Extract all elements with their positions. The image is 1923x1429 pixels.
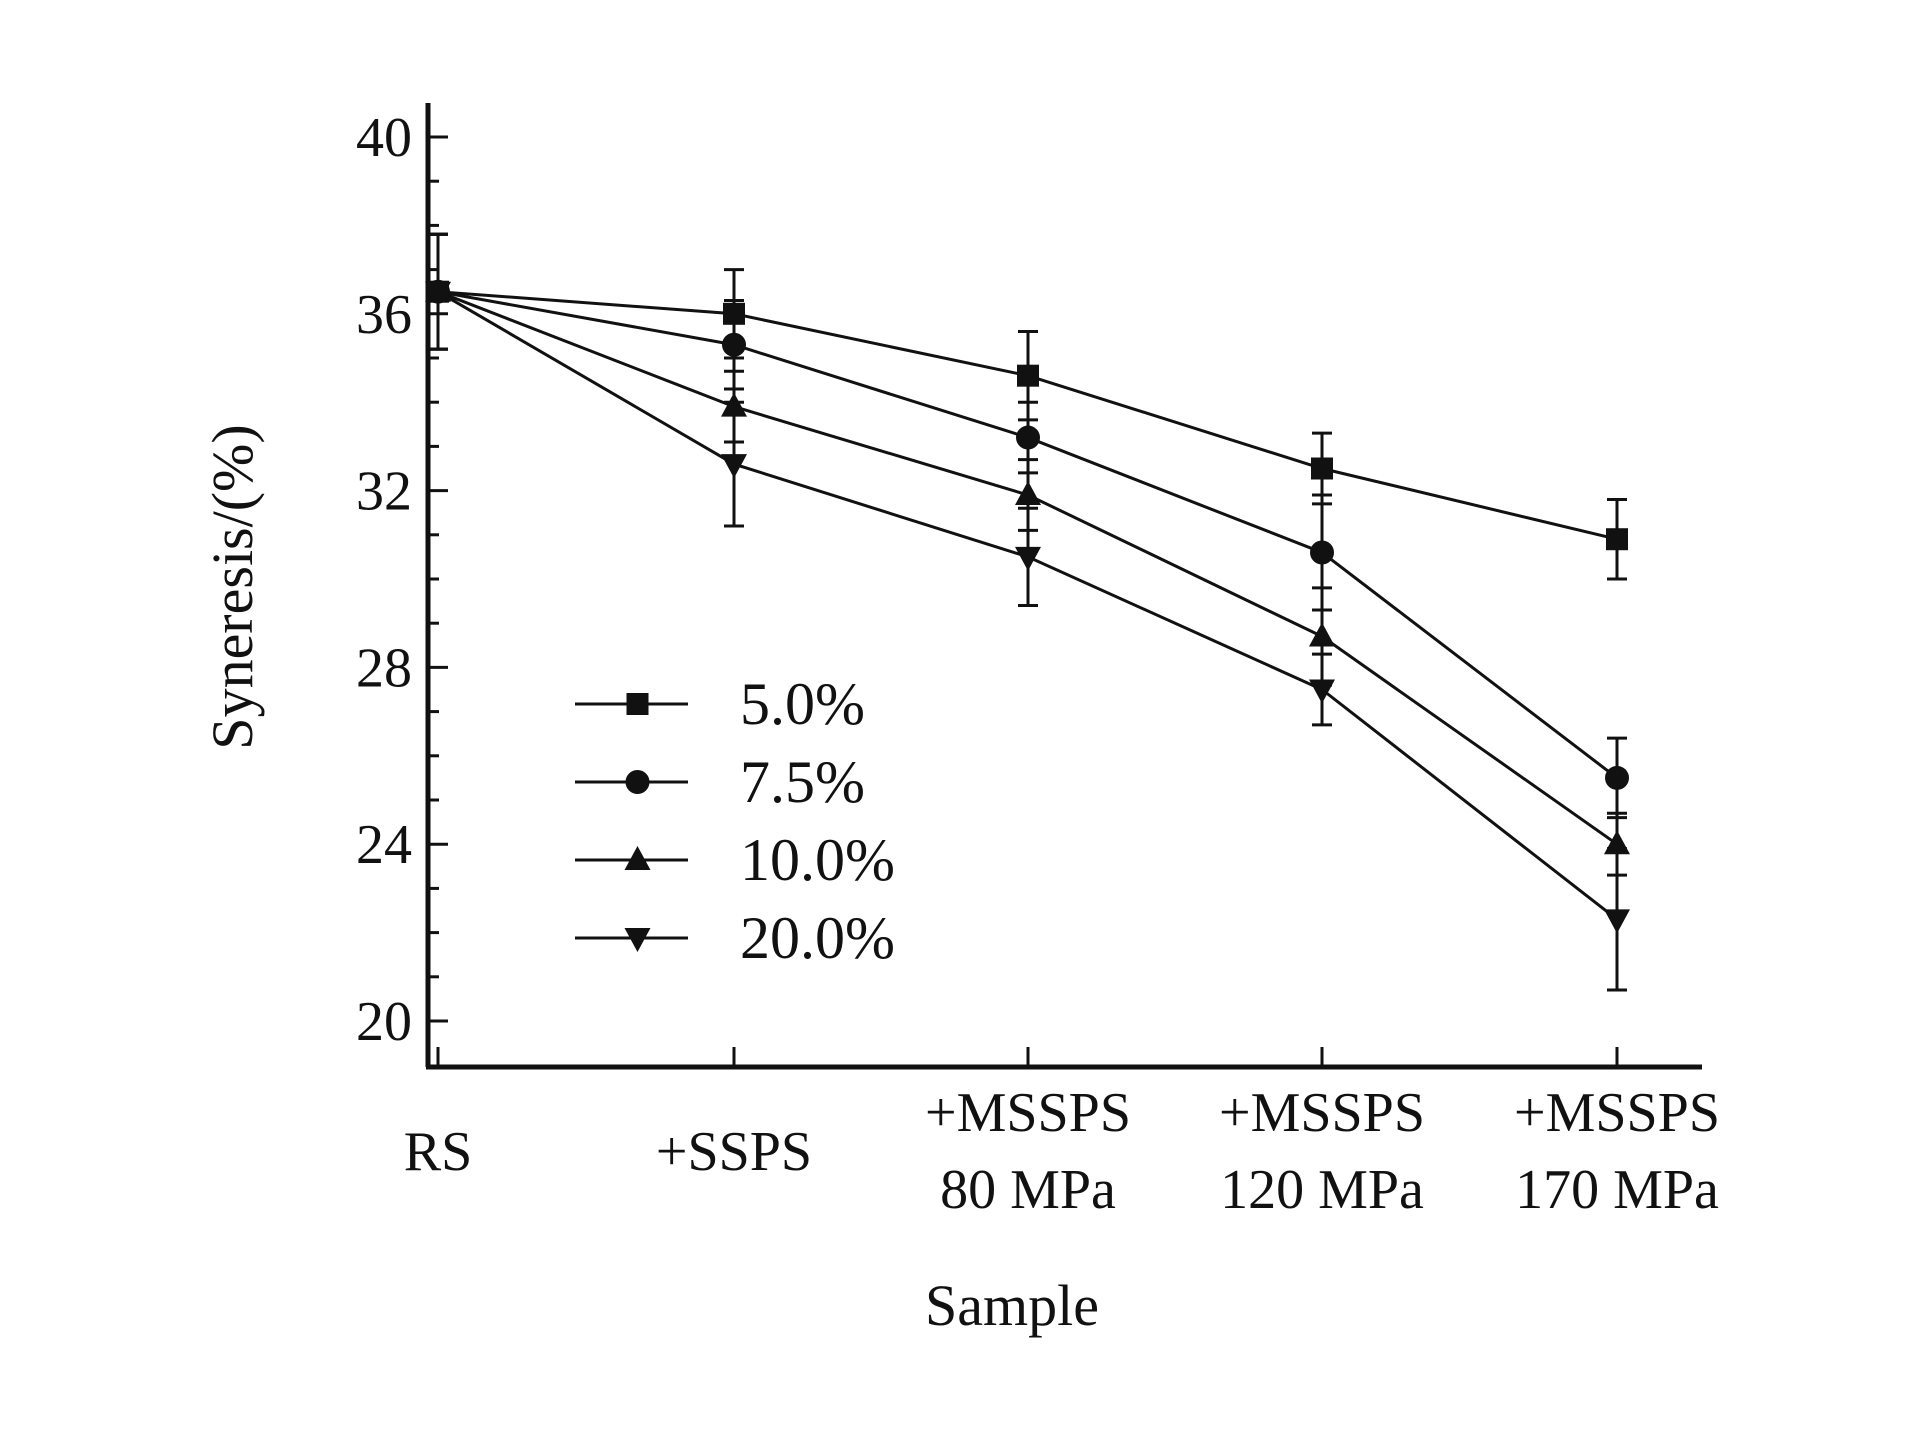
y-axis-title: Syneresis/(%) bbox=[200, 424, 265, 749]
legend-marker bbox=[626, 693, 649, 715]
data-point bbox=[1309, 679, 1335, 704]
x-tick-label-line: 80 MPa bbox=[940, 1159, 1116, 1221]
legend-label: 7.5% bbox=[740, 749, 865, 815]
x-tick-label-line: RS bbox=[404, 1121, 473, 1183]
tick-labels: 20 24 28 32 36 40 RS +SSPS +MSSPS 80 MPa +MSSPS 120… bbox=[356, 107, 1720, 1221]
series-group bbox=[425, 232, 1630, 992]
data-point bbox=[721, 454, 747, 479]
x-tick-label: RS bbox=[404, 1121, 473, 1183]
x-tick-label-line: +SSPS bbox=[656, 1121, 812, 1183]
data-point bbox=[722, 332, 746, 357]
series-200 bbox=[425, 232, 1630, 992]
legend-entry: 5.0% bbox=[575, 671, 865, 737]
x-axis-title: Sample bbox=[925, 1273, 1099, 1338]
axes bbox=[425, 103, 1702, 1070]
legend-label: 20.0% bbox=[740, 905, 895, 971]
data-point bbox=[1309, 622, 1335, 647]
legend-marker bbox=[625, 770, 650, 794]
data-point bbox=[1311, 457, 1333, 480]
legend-marker bbox=[624, 846, 651, 870]
legend: 5.0% 7.5% 10.0% 20.0% bbox=[575, 671, 895, 971]
y-tick-label: 36 bbox=[356, 284, 412, 346]
x-tick-label-line: +MSSPS bbox=[1219, 1082, 1425, 1144]
data-point bbox=[1015, 546, 1041, 571]
data-point bbox=[1015, 481, 1041, 506]
x-tick-label: +MSSPS 80 MPa bbox=[925, 1082, 1131, 1221]
legend-entry: 7.5% bbox=[575, 749, 865, 815]
data-point bbox=[1016, 425, 1040, 450]
y-tick-label: 32 bbox=[356, 461, 412, 523]
data-point bbox=[1310, 540, 1334, 565]
x-tick-label-line: 120 MPa bbox=[1220, 1159, 1424, 1221]
y-tick-label: 20 bbox=[356, 991, 412, 1053]
x-tick-label-line: +MSSPS bbox=[925, 1082, 1131, 1144]
legend-label: 10.0% bbox=[740, 827, 895, 893]
data-point bbox=[1606, 528, 1628, 551]
legend-marker bbox=[624, 928, 651, 952]
x-tick-label: +MSSPS 170 MPa bbox=[1514, 1082, 1720, 1221]
legend-entry: 10.0% bbox=[575, 827, 895, 893]
y-tick-label: 28 bbox=[356, 637, 412, 699]
data-point bbox=[1605, 765, 1629, 790]
y-tick-label: 24 bbox=[356, 814, 412, 876]
ticks bbox=[428, 135, 1619, 1067]
data-point bbox=[425, 281, 451, 306]
x-tick-label: +SSPS bbox=[656, 1121, 812, 1183]
x-tick-label: +MSSPS 120 MPa bbox=[1219, 1082, 1425, 1221]
y-tick-label: 40 bbox=[356, 107, 412, 169]
x-tick-label-line: 170 MPa bbox=[1515, 1159, 1719, 1221]
data-point bbox=[1017, 364, 1039, 387]
x-tick-label-line: +MSSPS bbox=[1514, 1082, 1720, 1144]
legend-entry: 20.0% bbox=[575, 905, 895, 971]
legend-label: 5.0% bbox=[740, 671, 865, 737]
data-point bbox=[1604, 909, 1630, 934]
